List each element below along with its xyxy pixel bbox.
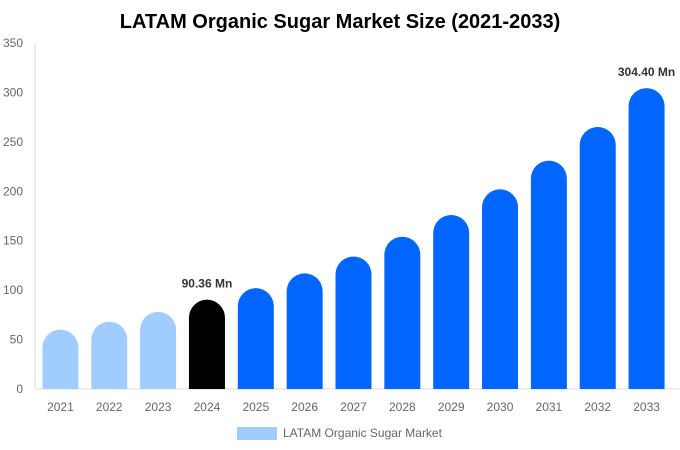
x-tick-label: 2028 [389,400,416,414]
bar-2029[interactable] [433,215,470,389]
legend-label: LATAM Organic Sugar Market [283,426,443,440]
data-label: 304.40 Mn [618,65,675,79]
x-tick-label: 2023 [145,400,172,414]
y-tick-label: 200 [3,184,23,198]
y-tick-label: 300 [3,85,23,99]
bar-2023[interactable] [140,311,177,389]
bar-2024[interactable] [188,299,225,389]
y-tick-label: 350 [3,36,23,50]
x-tick-label: 2029 [438,400,465,414]
data-label: 90.36 Mn [182,277,233,291]
x-tick-label: 2021 [47,400,74,414]
bar-2033[interactable] [628,88,665,389]
legend[interactable]: LATAM Organic Sugar Market [237,426,443,440]
x-tick-label: 2022 [96,400,123,414]
y-tick-label: 0 [16,382,23,396]
bar-2026[interactable] [286,273,323,389]
bar-2021[interactable] [42,329,79,389]
y-tick-label: 250 [3,135,23,149]
bar-2027[interactable] [335,256,372,389]
bar-2028[interactable] [384,236,421,389]
bar-2031[interactable] [530,160,567,389]
x-tick-label: 2024 [194,400,221,414]
x-tick-label: 2026 [291,400,318,414]
y-tick-label: 50 [10,333,24,347]
x-tick-label: 2032 [584,400,611,414]
y-tick-label: 100 [3,283,23,297]
bar-2032[interactable] [579,127,616,389]
x-tick-label: 2025 [242,400,269,414]
bar-2030[interactable] [482,189,519,389]
x-tick-label: 2033 [633,400,660,414]
bar-2025[interactable] [237,288,274,389]
chart-title: LATAM Organic Sugar Market Size (2021-20… [120,11,561,33]
y-tick-label: 150 [3,234,23,248]
x-tick-label: 2030 [487,400,514,414]
bar-2022[interactable] [91,321,128,389]
x-tick-label: 2027 [340,400,367,414]
legend-swatch [237,427,277,440]
x-tick-label: 2031 [536,400,563,414]
